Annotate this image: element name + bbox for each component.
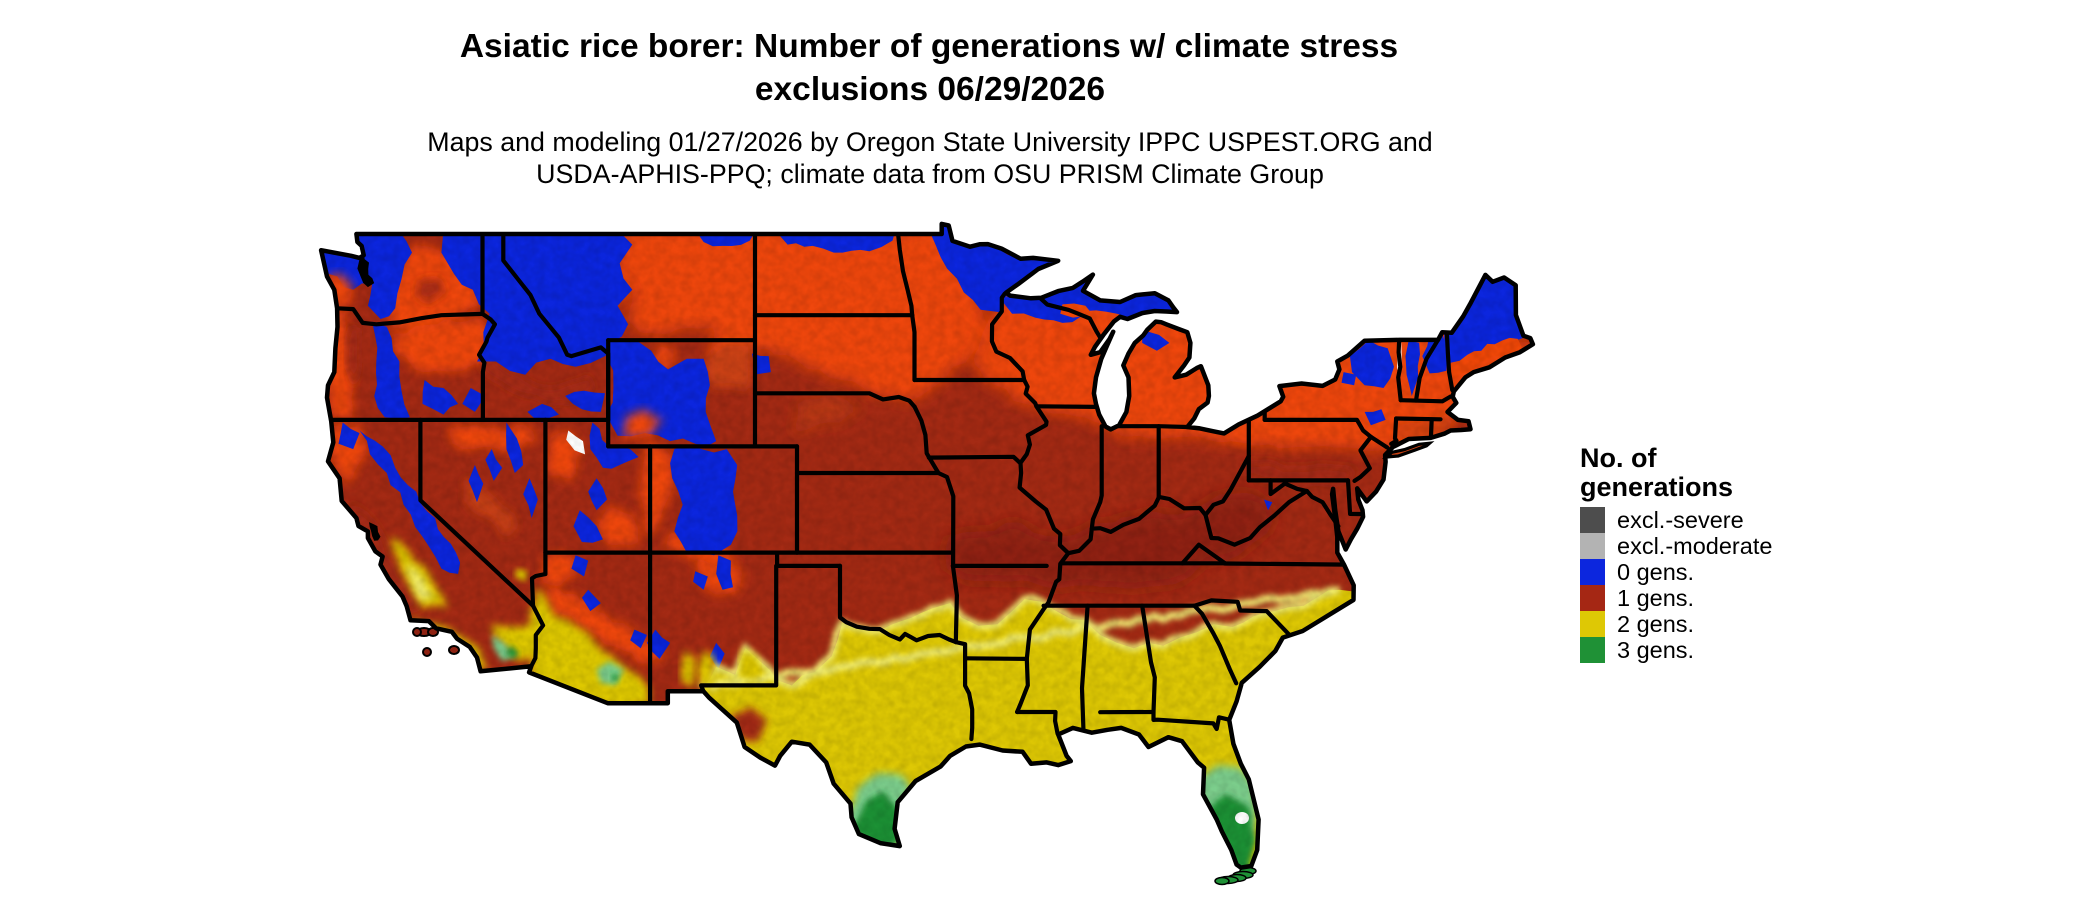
svg-text:0 gens.: 0 gens. — [1617, 559, 1694, 585]
svg-text:2 gens.: 2 gens. — [1617, 611, 1694, 637]
svg-text:excl.-severe: excl.-severe — [1617, 507, 1744, 533]
svg-text:USDA-APHIS-PPQ; climate data f: USDA-APHIS-PPQ; climate data from OSU PR… — [536, 159, 1324, 189]
svg-text:No. of: No. of — [1580, 443, 1657, 473]
svg-text:excl.-moderate: excl.-moderate — [1617, 533, 1772, 559]
svg-text:1 gens.: 1 gens. — [1617, 585, 1694, 611]
svg-text:3 gens.: 3 gens. — [1617, 637, 1694, 663]
svg-text:Maps and modeling 01/27/2026 b: Maps and modeling 01/27/2026 by Oregon S… — [427, 127, 1432, 157]
svg-text:Asiatic rice borer: Number of: Asiatic rice borer: Number of generation… — [460, 28, 1398, 65]
svg-text:exclusions 06/29/2026: exclusions 06/29/2026 — [755, 71, 1105, 108]
svg-text:generations: generations — [1580, 472, 1733, 502]
